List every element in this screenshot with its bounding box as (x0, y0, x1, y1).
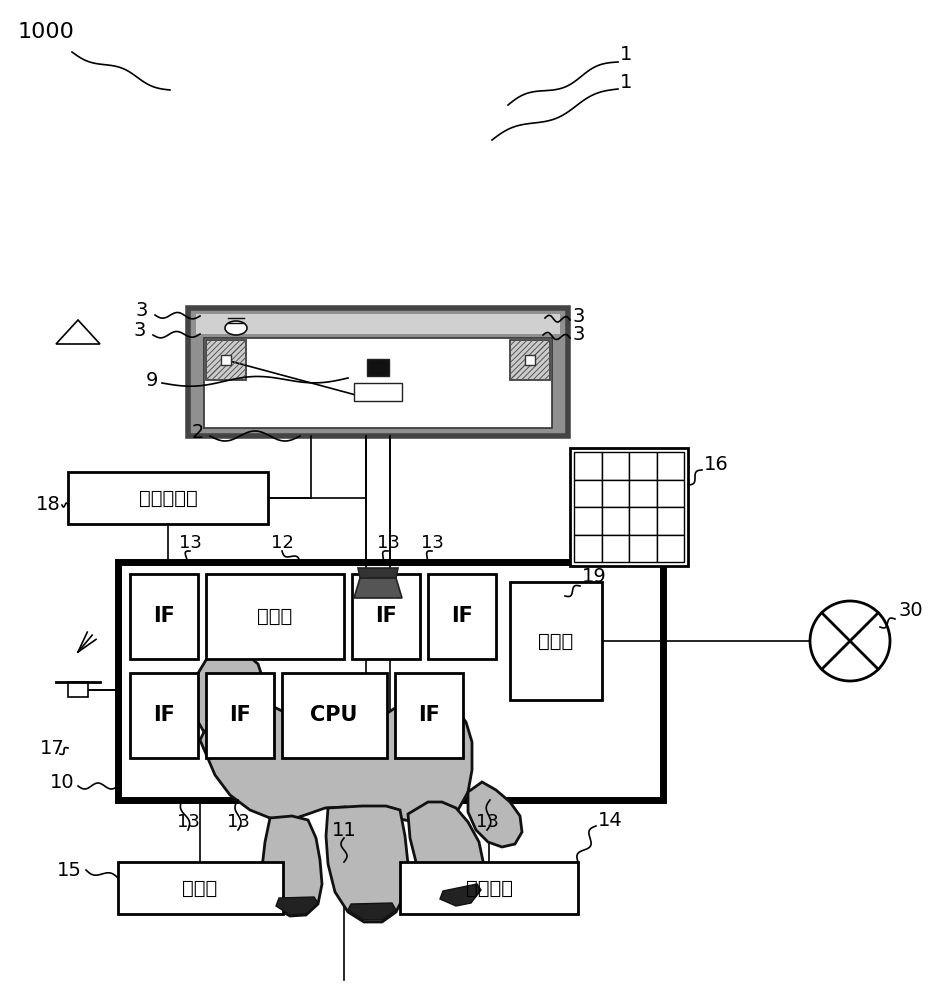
Bar (130, 673, 198, 758)
Bar (196, 314, 560, 334)
Text: 13: 13 (376, 534, 400, 552)
Text: 10: 10 (50, 772, 74, 792)
Text: 30: 30 (898, 601, 923, 620)
Bar (510, 340, 550, 380)
Text: 1: 1 (620, 73, 632, 92)
Text: 11: 11 (332, 820, 356, 840)
Bar (395, 673, 463, 758)
Text: 13: 13 (420, 534, 444, 552)
Bar (510, 582, 602, 700)
Bar (352, 574, 420, 659)
Bar (657, 452, 684, 480)
Bar (282, 673, 387, 758)
Bar (354, 383, 402, 401)
Bar (629, 480, 657, 507)
Bar (570, 448, 688, 566)
Bar (601, 452, 629, 480)
Bar (206, 340, 246, 380)
Bar (400, 862, 578, 914)
Text: CPU: CPU (310, 705, 357, 725)
Text: IF: IF (375, 606, 397, 626)
Bar (657, 534, 684, 562)
Text: 17: 17 (39, 738, 65, 758)
Polygon shape (358, 568, 398, 578)
Bar (629, 534, 657, 562)
Polygon shape (276, 897, 318, 915)
Bar (574, 452, 601, 480)
Bar (574, 534, 601, 562)
Text: 1: 1 (620, 45, 632, 64)
Ellipse shape (225, 321, 247, 335)
Polygon shape (348, 903, 396, 920)
Polygon shape (354, 578, 402, 598)
Bar (68, 682, 88, 697)
Text: 存储器: 存储器 (257, 606, 293, 626)
Polygon shape (440, 884, 481, 906)
Text: IF: IF (229, 705, 251, 725)
Text: 14: 14 (598, 810, 623, 830)
Text: 18: 18 (36, 495, 60, 514)
Bar (574, 507, 601, 534)
Bar (130, 574, 198, 659)
Text: 3: 3 (572, 306, 584, 326)
Text: 13: 13 (178, 534, 202, 552)
Text: 19: 19 (582, 566, 607, 585)
Circle shape (810, 601, 890, 681)
Text: 通信部: 通信部 (538, 632, 574, 650)
Text: 3: 3 (134, 320, 146, 340)
Polygon shape (468, 782, 522, 847)
Bar (657, 480, 684, 507)
Text: 16: 16 (704, 456, 729, 475)
Bar (629, 507, 657, 534)
Text: 13: 13 (176, 813, 200, 831)
Bar (574, 480, 601, 507)
Bar (629, 452, 657, 480)
Text: 2: 2 (191, 422, 204, 442)
Polygon shape (200, 698, 472, 822)
Text: 9: 9 (145, 370, 159, 389)
Polygon shape (56, 320, 100, 344)
Bar (206, 574, 344, 659)
Bar (657, 507, 684, 534)
Text: 存储装置: 存储装置 (465, 879, 512, 898)
Polygon shape (326, 806, 408, 922)
Bar (188, 308, 568, 436)
Bar (204, 338, 552, 428)
Polygon shape (192, 650, 264, 732)
Text: IF: IF (418, 705, 440, 725)
Text: IF: IF (153, 705, 175, 725)
Bar (206, 673, 274, 758)
Text: 15: 15 (57, 860, 82, 880)
Text: IF: IF (153, 606, 175, 626)
Text: 13: 13 (476, 813, 498, 831)
Bar (525, 355, 535, 365)
Bar (118, 562, 663, 800)
Polygon shape (408, 802, 484, 907)
Text: 图像输入部: 图像输入部 (139, 488, 197, 508)
Text: 13: 13 (227, 813, 250, 831)
Text: IF: IF (451, 606, 473, 626)
Text: 12: 12 (270, 534, 294, 552)
Bar (428, 574, 496, 659)
Bar (367, 359, 389, 376)
Text: 1000: 1000 (18, 22, 75, 42)
Bar (221, 355, 231, 365)
Bar (601, 480, 629, 507)
Text: 3: 3 (572, 324, 584, 344)
Bar (118, 862, 283, 914)
Bar (601, 534, 629, 562)
Bar (68, 472, 268, 524)
Text: 显示部: 显示部 (182, 879, 218, 898)
Polygon shape (262, 816, 322, 916)
Text: 3: 3 (136, 300, 148, 320)
Bar (601, 507, 629, 534)
